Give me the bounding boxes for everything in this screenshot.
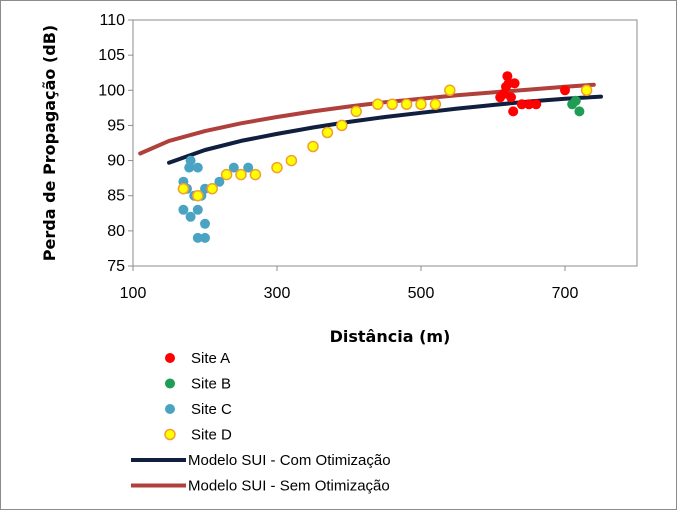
data-point <box>560 85 570 96</box>
data-point <box>185 155 196 166</box>
y-tick-label: 110 <box>99 12 125 29</box>
data-point <box>307 140 319 153</box>
plot-border <box>132 19 638 267</box>
data-point <box>228 162 239 173</box>
data-point <box>178 204 189 215</box>
series-points <box>177 71 593 243</box>
x-axis: 100 300 500 700 <box>120 266 579 302</box>
y-tick-label: 85 <box>107 188 125 205</box>
data-point <box>214 176 225 187</box>
data-point <box>570 95 581 106</box>
x-tick-label: 100 <box>120 285 147 302</box>
x-tick-label: 500 <box>408 285 435 302</box>
data-point <box>235 168 247 181</box>
data-point <box>192 232 203 243</box>
x-tick-label: 700 <box>552 285 579 302</box>
data-point <box>386 98 398 111</box>
series-lines <box>138 82 603 165</box>
legend: Site A Site B Site C Site D Modelo SUI - Com… <box>131 350 391 495</box>
data-point <box>531 99 542 110</box>
y-tick-label: 100 <box>98 82 125 99</box>
data-point <box>243 162 254 173</box>
data-point <box>192 204 203 215</box>
data-point <box>574 106 585 117</box>
data-point <box>444 84 456 97</box>
legend-label: Site A <box>191 350 230 367</box>
series-line <box>138 82 596 156</box>
y-tick-label: 75 <box>107 258 125 275</box>
y-axis: 75 80 85 90 95 100 105 110 <box>98 12 133 275</box>
legend-label: Modelo SUI - Com Otimização <box>188 452 391 469</box>
data-point <box>321 126 334 139</box>
data-point <box>220 168 233 181</box>
legend-marker <box>165 378 175 389</box>
data-point <box>516 99 527 110</box>
data-point <box>372 98 384 111</box>
data-point <box>501 81 511 92</box>
x-tick-label: 300 <box>264 285 291 302</box>
data-point <box>285 154 298 167</box>
legend-label: Modelo SUI - Sem Otimização <box>188 478 390 495</box>
data-point <box>185 211 196 222</box>
legend-label: Site D <box>191 427 232 444</box>
data-point <box>350 105 362 118</box>
data-point <box>509 78 520 89</box>
data-point <box>206 182 218 195</box>
legend-marker <box>165 404 175 414</box>
data-point <box>580 84 593 97</box>
data-point <box>508 106 519 117</box>
data-point <box>271 161 283 174</box>
data-point <box>524 99 534 110</box>
data-point <box>192 162 203 173</box>
data-point <box>200 232 210 243</box>
legend-marker <box>165 353 175 363</box>
x-axis-title: Distância (m) <box>330 327 451 346</box>
data-point <box>177 182 190 195</box>
y-axis-title: Perda de Propagação (dB) <box>40 25 59 261</box>
plot-area: 75 80 85 90 95 100 105 110 100 300 500 700 <box>98 12 638 302</box>
data-point <box>336 119 348 132</box>
y-tick-label: 80 <box>107 223 125 240</box>
data-point <box>415 98 427 111</box>
data-point <box>429 98 442 111</box>
data-point <box>506 92 516 103</box>
legend-label: Site C <box>191 401 232 418</box>
data-point <box>249 168 262 181</box>
y-tick-label: 105 <box>98 47 125 64</box>
legend-marker <box>164 428 176 441</box>
data-point <box>192 189 204 202</box>
data-point <box>200 218 210 229</box>
legend-label: Site B <box>191 376 231 393</box>
y-tick-label: 95 <box>107 117 125 134</box>
y-tick-label: 90 <box>107 153 125 170</box>
data-point <box>400 98 413 111</box>
